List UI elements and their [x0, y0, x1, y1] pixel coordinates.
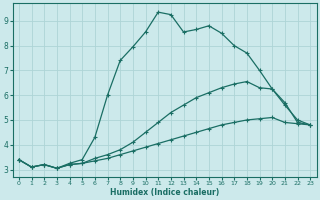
X-axis label: Humidex (Indice chaleur): Humidex (Indice chaleur): [110, 188, 219, 197]
